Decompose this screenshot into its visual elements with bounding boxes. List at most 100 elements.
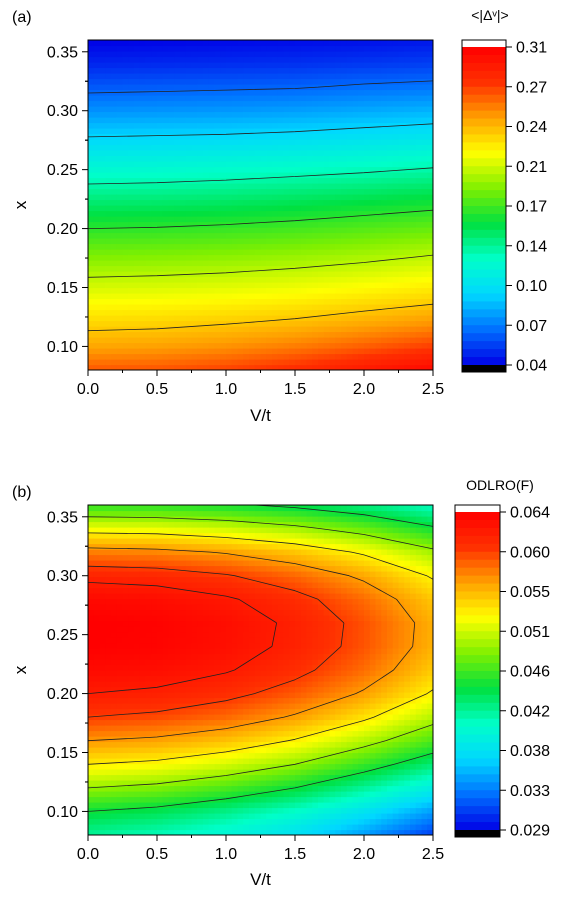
- heatmap-cell: [174, 144, 181, 151]
- heatmap-cell: [237, 89, 244, 96]
- heatmap-cell: [88, 73, 95, 80]
- heatmap-cell: [151, 576, 158, 583]
- heatmap-cell: [191, 282, 198, 289]
- colorbar-tick-label: 0.21: [516, 159, 547, 176]
- heatmap-cell: [272, 249, 279, 256]
- heatmap-cell: [410, 293, 417, 300]
- heatmap-cell: [295, 298, 302, 305]
- heatmap-cell: [272, 216, 279, 223]
- heatmap-cell: [231, 155, 239, 162]
- heatmap-cell: [99, 67, 106, 74]
- heatmap-cell: [249, 100, 256, 107]
- heatmap-cell: [111, 260, 118, 267]
- heatmap-cell: [283, 287, 290, 294]
- heatmap-cell: [162, 309, 170, 316]
- heatmap-cell: [168, 359, 175, 366]
- heatmap-cell: [162, 642, 170, 649]
- heatmap-cell: [300, 238, 308, 245]
- heatmap-cell: [387, 309, 394, 316]
- heatmap-cell: [427, 117, 433, 124]
- heatmap-cell: [197, 681, 204, 688]
- colorbar-segment: [462, 237, 506, 247]
- heatmap-cell: [231, 95, 239, 102]
- heatmap-cell: [295, 172, 302, 179]
- heatmap-cell: [185, 298, 193, 305]
- heatmap-cell: [197, 150, 204, 157]
- heatmap-cell: [203, 89, 210, 96]
- heatmap-cell: [93, 227, 101, 234]
- heatmap-cell: [404, 238, 411, 245]
- heatmap-cell: [122, 587, 129, 594]
- heatmap-cell: [369, 359, 377, 366]
- heatmap-cell: [99, 106, 106, 113]
- heatmap-cell: [157, 807, 164, 814]
- heatmap-cell: [312, 249, 319, 256]
- heatmap-cell: [220, 353, 227, 360]
- heatmap-cell: [197, 221, 204, 228]
- heatmap-cell: [128, 730, 135, 737]
- heatmap-cell: [139, 598, 147, 605]
- heatmap-cell: [162, 741, 170, 748]
- heatmap-cell: [306, 315, 313, 322]
- heatmap-cell: [99, 576, 106, 583]
- heatmap-cell: [174, 697, 181, 704]
- heatmap-cell: [128, 813, 135, 820]
- heatmap-cell: [404, 199, 411, 206]
- heatmap-cell: [220, 155, 227, 162]
- heatmap-cell: [249, 227, 256, 234]
- heatmap-cell: [300, 249, 308, 256]
- heatmap-cell: [243, 276, 250, 283]
- heatmap-cell: [243, 128, 250, 135]
- heatmap-cell: [157, 609, 164, 616]
- heatmap-cell: [197, 56, 204, 63]
- heatmap-cell: [122, 802, 129, 809]
- heatmap-cell: [116, 560, 124, 567]
- heatmap-cell: [122, 554, 129, 561]
- heatmap-cell: [88, 298, 95, 305]
- heatmap-cell: [88, 353, 95, 360]
- heatmap-cell: [157, 40, 164, 47]
- heatmap-cell: [174, 571, 181, 578]
- heatmap-cell: [99, 769, 106, 776]
- heatmap-cell: [346, 194, 354, 201]
- heatmap-cell: [122, 337, 129, 344]
- heatmap-cell: [289, 177, 296, 184]
- heatmap-cell: [375, 221, 382, 228]
- heatmap-cell: [237, 194, 244, 201]
- heatmap-cell: [99, 320, 106, 327]
- heatmap-cell: [99, 298, 106, 305]
- heatmap-cell: [88, 620, 95, 627]
- heatmap-cell: [415, 177, 423, 184]
- heatmap-cell: [364, 128, 371, 135]
- heatmap-cell: [151, 747, 158, 754]
- heatmap-cell: [272, 139, 279, 146]
- heatmap-cell: [168, 150, 175, 157]
- heatmap-cell: [335, 183, 342, 190]
- heatmap-cell: [111, 128, 118, 135]
- heatmap-cell: [318, 315, 325, 322]
- heatmap-cell: [128, 254, 135, 261]
- heatmap-cell: [352, 293, 359, 300]
- heatmap-cell: [128, 719, 135, 726]
- heatmap-cell: [191, 565, 198, 572]
- heatmap-cell: [128, 199, 135, 206]
- heatmap-cell: [427, 155, 433, 162]
- heatmap-cell: [214, 348, 221, 355]
- heatmap-cell: [427, 84, 433, 91]
- heatmap-cell: [122, 615, 129, 622]
- heatmap-cell: [174, 337, 181, 344]
- heatmap-cell: [306, 100, 313, 107]
- heatmap-cell: [180, 265, 187, 272]
- heatmap-cell: [300, 194, 308, 201]
- heatmap-cell: [128, 293, 135, 300]
- heatmap-cell: [197, 758, 204, 765]
- heatmap-cell: [157, 642, 164, 649]
- heatmap-cell: [191, 538, 198, 545]
- heatmap-cell: [203, 265, 210, 272]
- heatmap-cell: [375, 78, 382, 85]
- heatmap-cell: [180, 243, 187, 250]
- heatmap-cell: [289, 100, 296, 107]
- heatmap-cell: [99, 227, 106, 234]
- heatmap-cell: [111, 615, 118, 622]
- heatmap-cell: [392, 62, 400, 69]
